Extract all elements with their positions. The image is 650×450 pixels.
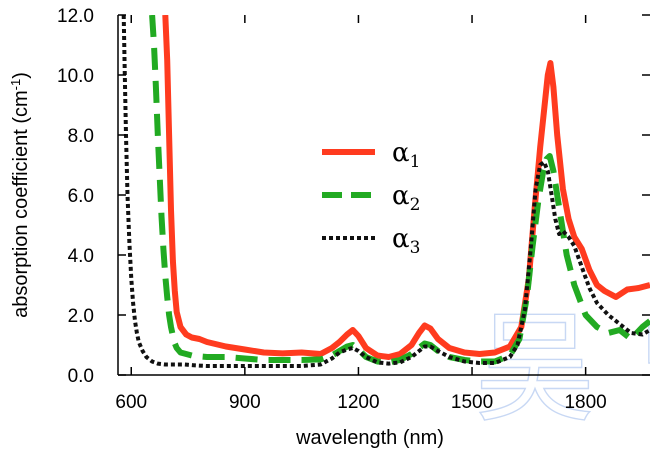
x-axis-label: wavelength (nm) [295, 427, 444, 449]
x-tick-label: 900 [229, 392, 261, 413]
y-tick-label: 2.0 [68, 306, 94, 327]
x-tick-label: 1200 [337, 392, 379, 413]
y-tick-label: 6.0 [68, 186, 94, 207]
legend-label-3: α3 [392, 224, 420, 258]
y-tick-label: 10.0 [57, 66, 94, 87]
y-tick-label: 8.0 [68, 126, 94, 147]
y-axis-label-close: ) [10, 72, 32, 79]
watermark: 吴 曾 [474, 299, 650, 439]
y-axis: 0.0 2.0 4.0 6.0 8.0 10.0 12.0 [57, 6, 650, 387]
x-tick-label: 1500 [451, 392, 493, 413]
legend-label-2: α2 [392, 181, 420, 215]
series-1-line [162, 15, 650, 360]
y-tick-label: 12.0 [57, 6, 94, 27]
y-axis-label: absorption coefficient (cm-1) [8, 72, 32, 318]
series-layer [121, 15, 650, 368]
x-axis: 600 900 1200 1500 1800 [115, 15, 607, 413]
y-axis-label-superscript: -1 [8, 79, 23, 91]
watermark-text: 吴 曾 [475, 300, 650, 439]
series-2-line [149, 15, 650, 366]
legend-label-1: α1 [392, 138, 420, 172]
y-tick-label: 4.0 [68, 246, 94, 267]
y-tick-label: 0.0 [68, 366, 94, 387]
x-tick-label: 600 [115, 392, 147, 413]
series-3-line [121, 15, 650, 368]
x-tick-label: 1800 [564, 392, 606, 413]
legend: α1 α2 α3 [322, 138, 420, 258]
y-axis-label-text: absorption coefficient (cm [10, 90, 32, 318]
